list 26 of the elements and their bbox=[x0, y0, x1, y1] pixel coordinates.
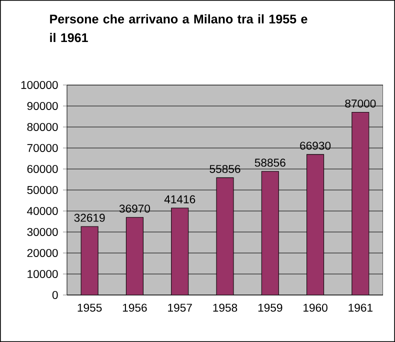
y-tick-label: 80000 bbox=[27, 122, 58, 132]
data-label: 32619 bbox=[74, 214, 105, 222]
y-tick-label: 70000 bbox=[27, 144, 58, 152]
y-tick-label: 20000 bbox=[27, 248, 58, 258]
y-tick-label: 40000 bbox=[27, 206, 58, 216]
data-label: 66930 bbox=[300, 142, 331, 150]
y-tick-label: 10000 bbox=[28, 270, 58, 278]
y-tick-label: 60000 bbox=[27, 164, 58, 174]
x-tick-label: 1961 bbox=[348, 304, 372, 312]
y-tick-label: 90000 bbox=[27, 102, 58, 110]
x-tick-label: 1957 bbox=[168, 304, 192, 312]
y-tick-label: 0 bbox=[52, 290, 58, 300]
y-tick-label: 30000 bbox=[27, 228, 58, 236]
data-label: 36970 bbox=[119, 204, 150, 213]
data-label: 41416 bbox=[164, 195, 196, 204]
x-tick-label: 1960 bbox=[304, 304, 328, 312]
x-tick-label: 1956 bbox=[122, 304, 147, 312]
x-tick-label: 1955 bbox=[78, 304, 102, 312]
chart-title: Persone che arrivano a Milano tra il 1955 e il 1961 bbox=[50, 14, 308, 42]
data-label: 87000 bbox=[345, 100, 376, 108]
x-tick-label: 1959 bbox=[258, 304, 282, 312]
x-tick-label: 1958 bbox=[213, 304, 238, 312]
y-tick-label: 50000 bbox=[27, 186, 58, 194]
y-tick-label: 100000 bbox=[21, 80, 58, 90]
data-label: 55856 bbox=[210, 164, 240, 173]
data-label: 58856 bbox=[254, 158, 286, 167]
